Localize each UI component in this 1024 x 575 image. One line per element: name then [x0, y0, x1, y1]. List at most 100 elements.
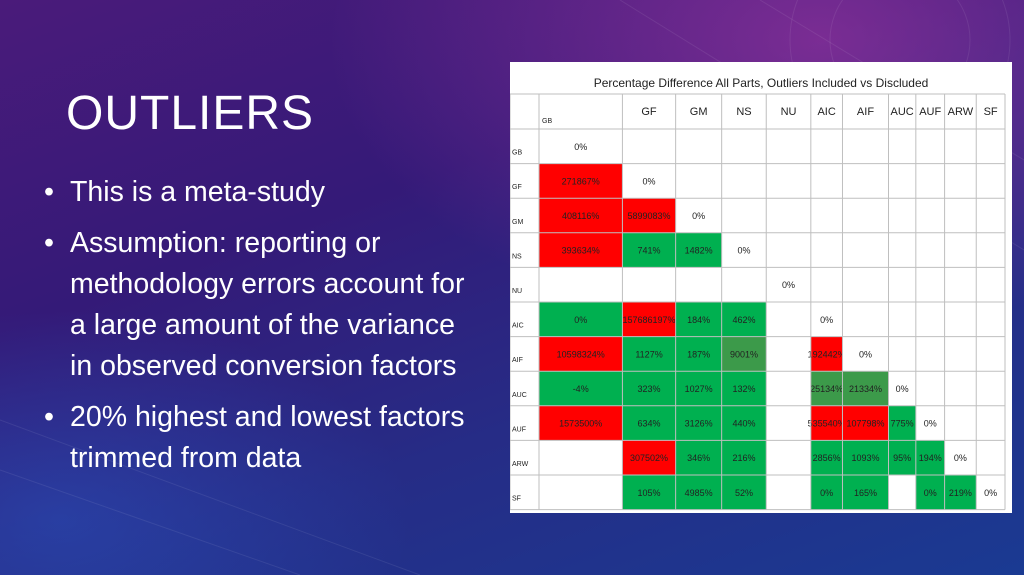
cell-value: 194%: [919, 453, 942, 463]
corner-label: GB: [542, 118, 552, 125]
matrix-cell: [539, 267, 623, 302]
matrix-cell: [810, 405, 843, 441]
matrix-cell: [766, 440, 811, 475]
cell-value: 0%: [896, 384, 909, 394]
row-label: GB: [512, 150, 522, 157]
cell-value: 95%: [893, 453, 911, 463]
column-header: AUC: [891, 106, 914, 118]
bullet-text: Assumption: reporting or methodology err…: [70, 227, 465, 382]
row-label: GM: [512, 219, 523, 226]
matrix-cell: [915, 475, 945, 510]
matrix-cell: [675, 440, 722, 475]
matrix-cell: [888, 440, 916, 475]
cell-value: 346%: [687, 453, 710, 463]
matrix-cell: [810, 440, 843, 475]
matrix-cell: [539, 232, 623, 268]
matrix-cell: [675, 336, 722, 372]
cell-value: 10598324%: [557, 349, 605, 359]
matrix-cell: [539, 198, 623, 233]
matrix-cell: [810, 302, 843, 337]
cell-value: 393634%: [562, 246, 600, 256]
cell-value: 107798%: [846, 419, 884, 429]
column-header: ARW: [948, 106, 974, 118]
bullet-dot-icon: •: [44, 176, 54, 208]
matrix-figure: Percentage Difference All Parts, Outlier…: [510, 62, 1012, 513]
matrix-cell: [675, 475, 722, 510]
cell-value: 0%: [820, 315, 833, 325]
matrix-cell: [539, 163, 623, 199]
column-header: AIF: [857, 106, 874, 118]
matrix-cell: [675, 371, 722, 406]
matrix-cell: [888, 475, 916, 510]
cell-value: 1127%: [635, 349, 662, 359]
cell-value: 9001%: [730, 349, 758, 359]
cell-value: 0%: [984, 488, 997, 498]
matrix-cell: [721, 440, 767, 475]
cell-value: 408116%: [562, 211, 599, 221]
cell-value: 5899083%: [628, 211, 671, 221]
bullet-dot-icon: •: [44, 401, 54, 433]
column-header: AIC: [817, 106, 835, 118]
cell-value: 0%: [574, 315, 587, 325]
cell-value: 219%: [949, 488, 972, 498]
matrix-cell: [539, 371, 623, 406]
cell-value: 25134%: [810, 384, 843, 394]
row-label: GF: [512, 184, 522, 191]
bullet-text: This is a meta-study: [70, 176, 325, 208]
matrix-cell: [976, 475, 1005, 510]
matrix-cell: [842, 371, 889, 406]
cell-value: 0%: [782, 280, 795, 290]
cell-value: 165%: [854, 488, 877, 498]
column-header: GM: [690, 106, 708, 118]
bullet-item: • This is a meta-study: [44, 172, 484, 213]
cell-value: 157686197%: [622, 315, 675, 325]
matrix-cell: [888, 371, 916, 406]
matrix-cell: [675, 302, 722, 337]
cell-value: 775%: [891, 419, 914, 429]
matrix-cell: [675, 405, 722, 441]
bullet-item: • Assumption: reporting or methodology e…: [44, 223, 484, 387]
matrix-cell: [842, 440, 889, 475]
cell-value: 2856%: [813, 453, 841, 463]
matrix-cell: [721, 336, 767, 372]
cell-value: 1027%: [685, 384, 713, 394]
matrix-cell: [539, 405, 623, 441]
matrix-cell: [539, 440, 623, 475]
matrix-cell: [622, 371, 676, 406]
matrix-cell: [888, 405, 916, 441]
cell-value: 1573500%: [559, 419, 602, 429]
matrix-cell: [622, 302, 676, 337]
column-header: NS: [736, 106, 751, 118]
matrix-cell: [622, 475, 676, 510]
matrix-cell: [842, 405, 889, 441]
column-header: NU: [781, 106, 797, 118]
matrix-cell: [622, 440, 676, 475]
cell-value: 0%: [643, 176, 656, 186]
bullet-list: • This is a meta-study • Assumption: rep…: [44, 172, 484, 489]
matrix-cell: [766, 302, 811, 337]
matrix-cell: [944, 475, 977, 510]
matrix-cell: [721, 405, 767, 441]
cell-value: 440%: [732, 419, 755, 429]
cell-value: 0%: [692, 211, 705, 221]
matrix-cell: [721, 267, 767, 302]
matrix-cell: [915, 440, 945, 475]
matrix-cell: [622, 405, 676, 441]
matrix-cell: [539, 302, 623, 337]
row-label: ARW: [512, 461, 529, 468]
cell-value: -4%: [573, 384, 589, 394]
matrix-cell: [539, 129, 623, 164]
matrix-cell: [915, 405, 945, 441]
column-header: AUF: [919, 106, 941, 118]
column-header: GF: [641, 106, 657, 118]
cell-value: 52%: [735, 488, 753, 498]
bullet-item: • 20% highest and lowest factors trimmed…: [44, 397, 484, 479]
figure-title: Percentage Difference All Parts, Outlier…: [593, 76, 929, 90]
cell-value: 105%: [638, 488, 661, 498]
row-label: AUF: [512, 426, 526, 433]
cell-value: 0%: [954, 453, 967, 463]
cell-value: 0%: [924, 488, 937, 498]
cell-value: 634%: [638, 419, 661, 429]
matrix-cell: [721, 371, 767, 406]
cell-value: 0%: [924, 419, 937, 429]
